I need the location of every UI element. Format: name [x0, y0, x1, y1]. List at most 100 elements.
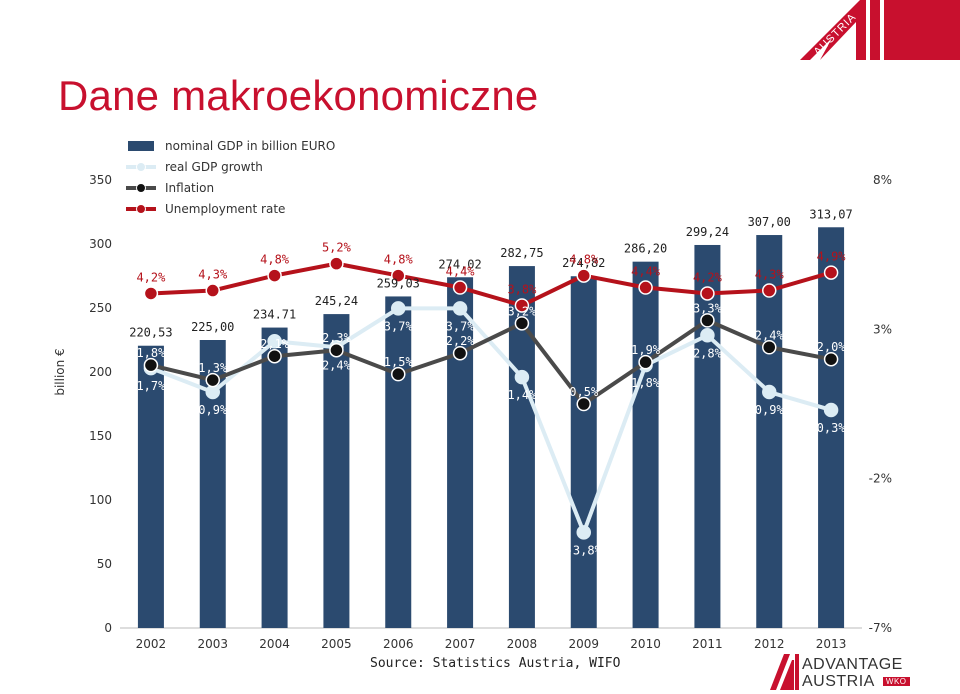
gdp-bar — [137, 345, 164, 628]
y-tick-label: 350 — [89, 173, 112, 187]
inflation-point — [452, 345, 468, 361]
real-gdp-label: 1,4% — [507, 388, 537, 402]
inflation-label: 1,8% — [136, 346, 166, 360]
unemployment-label: 4,2% — [136, 270, 166, 284]
real-gdp-line — [150, 306, 832, 535]
inflation-label: 2,0% — [817, 340, 847, 354]
inflation-point — [576, 396, 591, 412]
unemployment-label: 4,4% — [446, 265, 476, 279]
inflation-point — [391, 366, 406, 382]
inflation-point — [762, 340, 777, 355]
unemployment-label: 3,8% — [507, 282, 537, 296]
real-gdp-point — [700, 328, 715, 343]
inflation-label: 1,5% — [384, 355, 414, 369]
legend-label: real GDP growth — [165, 160, 263, 174]
legend-label: nominal GDP in billion EURO — [165, 139, 335, 153]
unemployment-point — [143, 286, 159, 301]
corner-logo-icon: AUSTRIA — [800, 0, 960, 60]
logo-mark-icon — [770, 654, 799, 690]
legend: nominal GDP in billion EURO real GDP grow… — [126, 139, 335, 216]
y-tick-label: 150 — [89, 429, 112, 443]
real-gdp-point — [762, 384, 777, 400]
logo-word-advantage: ADVANTAGE — [802, 656, 903, 673]
unemployment-label: 4,8% — [384, 253, 414, 267]
gdp-bar-label: 234.71 — [253, 308, 296, 322]
gdp-bar — [447, 277, 474, 628]
inflation-label: 0,5% — [569, 385, 599, 399]
gdp-bar — [323, 314, 350, 628]
x-tick-label: 2003 — [197, 637, 228, 651]
gdp-bar — [694, 244, 721, 629]
data-labels: 220,53 225,00 234.71 245,24 259,03 274,02 282,… — [129, 207, 853, 557]
inflation-label: 2,1% — [260, 337, 290, 351]
unemployment-point — [452, 280, 468, 295]
real-gdp-point — [452, 301, 468, 316]
inflation-label: 2,4% — [755, 328, 785, 342]
real-gdp-label: 2,4% — [322, 358, 352, 372]
unemployment-point — [700, 286, 715, 301]
real-gdp-label: 3,7% — [446, 319, 476, 333]
unemployment-label: 4,4% — [631, 265, 661, 279]
bar-series — [137, 227, 845, 629]
real-gdp-label: 0,9% — [755, 403, 785, 417]
gdp-bar-label: 286,20 — [624, 242, 667, 256]
x-tick-label: 2011 — [692, 637, 723, 651]
inflation-point — [267, 348, 282, 364]
logo-badge: WKO — [882, 677, 910, 687]
logo-word-austria: AUSTRIA WKO — [802, 673, 910, 691]
x-tick-label: 2008 — [507, 637, 538, 651]
inflation-label: 2,3% — [322, 331, 352, 345]
gdp-bar-label: 225,00 — [191, 320, 234, 334]
gdp-bar-label: 245,24 — [315, 294, 358, 308]
unemployment-label: 4,8% — [569, 253, 599, 267]
gdp-bar-label: 307,00 — [748, 215, 791, 229]
unemployment-point — [762, 283, 777, 298]
x-tick-label: 2006 — [383, 637, 414, 651]
inflation-label: 2,2% — [446, 334, 476, 348]
y2-tick-label: -7% — [869, 621, 892, 635]
unemployment-label: 4,3% — [198, 268, 228, 282]
inflation-label: 3,3% — [693, 301, 723, 315]
legend-swatch-dot — [136, 162, 146, 172]
inflation-point — [143, 357, 159, 373]
real-gdp-label: 0,3% — [817, 421, 847, 435]
inflation-point — [700, 313, 715, 328]
gdp-bar-label: 274,02 — [438, 257, 481, 271]
gdp-bar — [756, 235, 783, 629]
gdp-bar — [261, 327, 288, 628]
legend-swatch-dot — [136, 204, 146, 214]
inflation-point — [638, 354, 653, 370]
inflation-line — [150, 318, 832, 406]
y-tick-label: 100 — [89, 493, 112, 507]
y-tick-label: 200 — [89, 365, 112, 379]
unemployment-point — [638, 280, 653, 295]
unemployment-point — [205, 283, 220, 298]
page-title: Dane makroekonomiczne — [58, 72, 539, 119]
unemployment-point — [329, 256, 344, 271]
unemployment-label: 4,9% — [817, 250, 847, 264]
x-tick-label: 2013 — [816, 637, 847, 651]
real-gdp-label: 3,7% — [384, 319, 414, 333]
real-gdp-point — [391, 301, 406, 316]
unemployment-point — [514, 298, 530, 313]
gdp-bar — [570, 276, 597, 628]
gdp-bar-label: 299,24 — [686, 225, 729, 239]
y-axis-label: billion € — [53, 348, 67, 395]
real-gdp-label: 1,8% — [631, 376, 661, 390]
inflation-label: 3,2% — [507, 304, 537, 318]
x-tick-label: 2009 — [568, 637, 599, 651]
austria-corner-logo: AUSTRIA — [800, 0, 960, 64]
y-tick-label: 50 — [97, 557, 112, 571]
real-gdp-point — [205, 384, 220, 400]
y2-tick-label: 3% — [873, 322, 892, 336]
real-gdp-point — [823, 402, 839, 418]
inflation-label: 1,9% — [631, 343, 661, 357]
x-tick-label: 2010 — [630, 637, 661, 651]
x-tick-label: 2012 — [754, 637, 785, 651]
y2-tick-label: 8% — [873, 173, 892, 187]
x-tick-label: 2002 — [136, 637, 167, 651]
real-gdp-point — [267, 334, 282, 349]
real-gdp-point — [576, 525, 591, 540]
unemployment-line — [150, 261, 832, 308]
